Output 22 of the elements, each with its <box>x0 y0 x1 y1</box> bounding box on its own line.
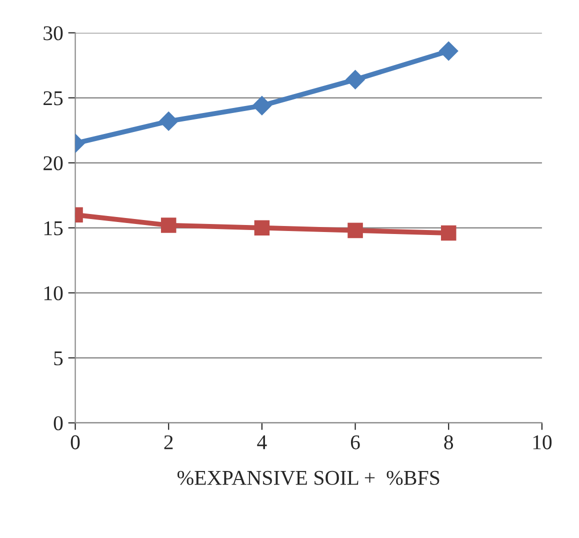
x-tick-label: 4 <box>257 435 267 450</box>
x-axis-title: %EXPANSIVE SOIL + %BFS <box>177 470 440 486</box>
x-tick-label: 2 <box>164 435 173 450</box>
y-tick-label: 30 <box>44 26 63 40</box>
point <box>439 41 458 61</box>
y-tick-label: 25 <box>44 91 63 106</box>
point <box>160 218 176 233</box>
point <box>254 220 270 236</box>
x-tick-label: 8 <box>444 435 454 450</box>
x-tick-label: 6 <box>350 435 360 450</box>
y-tick-label: 0 <box>54 416 63 430</box>
point <box>252 96 272 116</box>
y-tick-label: 15 <box>44 221 63 236</box>
y-tick-label: 10 <box>44 286 63 300</box>
point <box>440 225 456 241</box>
point <box>159 112 178 131</box>
x-tick-label: 0 <box>70 435 80 450</box>
y-tick-label: 5 <box>54 351 63 366</box>
point <box>348 222 363 238</box>
x-tick-label: 10 <box>533 435 552 450</box>
point <box>346 70 365 90</box>
y-tick-label: 20 <box>44 156 63 170</box>
